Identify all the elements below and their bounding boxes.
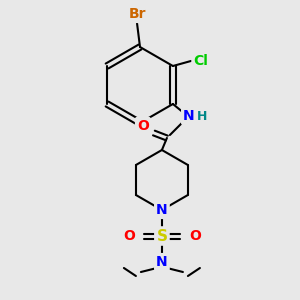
Text: O: O — [137, 119, 149, 133]
Text: H: H — [197, 110, 207, 122]
Text: Cl: Cl — [194, 54, 208, 68]
Text: O: O — [123, 229, 135, 243]
Text: O: O — [189, 229, 201, 243]
Text: N: N — [183, 109, 195, 123]
Text: S: S — [156, 229, 167, 244]
Text: N: N — [156, 255, 168, 269]
Text: N: N — [156, 203, 168, 217]
Text: Br: Br — [128, 7, 146, 21]
